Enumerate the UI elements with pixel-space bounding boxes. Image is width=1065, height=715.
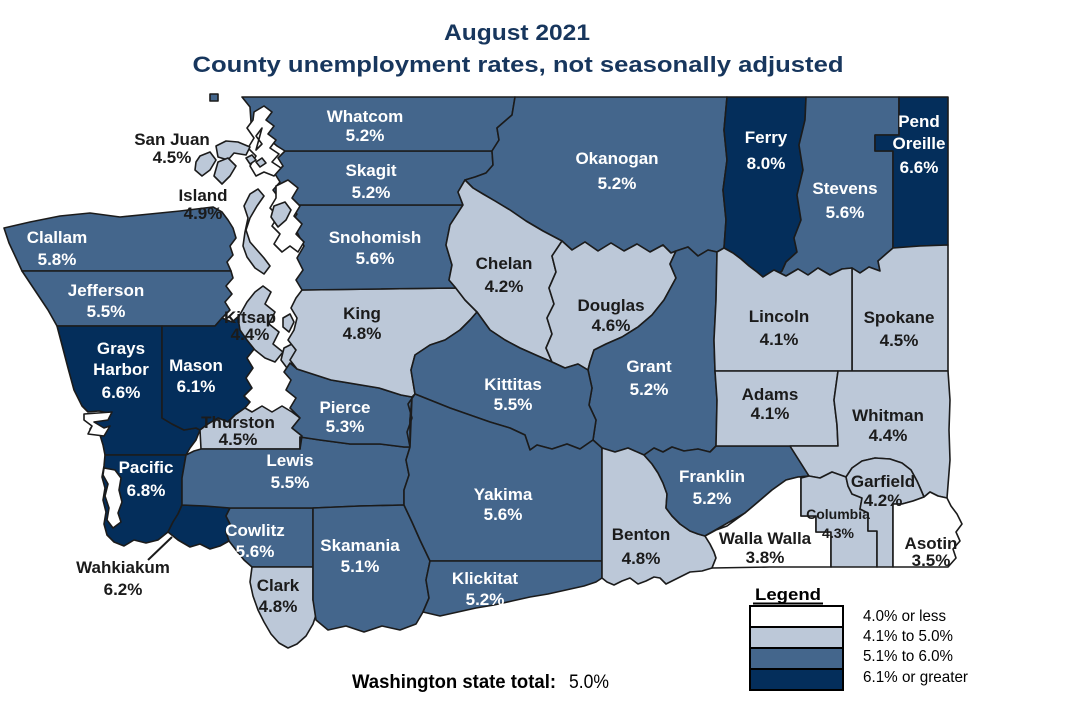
svg-text:4.5%: 4.5% <box>219 430 258 449</box>
svg-text:Legend: Legend <box>755 585 821 604</box>
svg-text:5.2%: 5.2% <box>693 489 732 508</box>
svg-text:5.2%: 5.2% <box>630 380 669 399</box>
svg-text:4.8%: 4.8% <box>622 549 661 568</box>
svg-text:8.0%: 8.0% <box>747 154 786 173</box>
svg-text:Stevens: Stevens <box>812 179 877 198</box>
svg-text:4.5%: 4.5% <box>153 148 192 167</box>
svg-text:Chelan: Chelan <box>476 254 533 273</box>
svg-text:Skamania: Skamania <box>320 536 400 555</box>
svg-text:Spokane: Spokane <box>864 308 935 327</box>
svg-text:Thurston: Thurston <box>201 413 275 432</box>
svg-text:5.1%: 5.1% <box>341 557 380 576</box>
svg-text:Pierce: Pierce <box>319 398 370 417</box>
svg-text:6.8%: 6.8% <box>127 481 166 500</box>
svg-text:Ferry: Ferry <box>745 128 788 147</box>
svg-text:4.8%: 4.8% <box>343 324 382 343</box>
svg-text:King: King <box>343 304 381 323</box>
svg-text:5.6%: 5.6% <box>484 505 523 524</box>
svg-text:3.8%: 3.8% <box>746 548 785 567</box>
svg-text:Benton: Benton <box>612 525 671 544</box>
svg-text:3.5%: 3.5% <box>912 551 951 570</box>
svg-text:Grant: Grant <box>626 357 672 376</box>
svg-text:4.4%: 4.4% <box>231 325 270 344</box>
svg-text:5.5%: 5.5% <box>87 302 126 321</box>
svg-text:Wahkiakum: Wahkiakum <box>76 558 170 577</box>
svg-text:5.6%: 5.6% <box>236 542 275 561</box>
svg-text:4.2%: 4.2% <box>485 277 524 296</box>
svg-text:5.5%: 5.5% <box>271 473 310 492</box>
svg-text:Franklin: Franklin <box>679 467 745 486</box>
svg-text:4.5%: 4.5% <box>880 331 919 350</box>
svg-text:County unemployment rates, not: County unemployment rates, not seasonall… <box>193 52 844 77</box>
svg-text:Clallam: Clallam <box>27 228 87 247</box>
svg-text:5.0%: 5.0% <box>569 672 609 693</box>
svg-text:Whitman: Whitman <box>852 406 924 425</box>
svg-text:6.2%: 6.2% <box>104 580 143 599</box>
svg-text:Columbia: Columbia <box>806 506 870 522</box>
svg-text:Pacific: Pacific <box>119 458 174 477</box>
svg-text:4.8%: 4.8% <box>259 597 298 616</box>
svg-text:Garfield: Garfield <box>851 472 915 491</box>
svg-text:5.2%: 5.2% <box>466 590 505 609</box>
svg-text:Klickitat: Klickitat <box>452 569 518 588</box>
svg-text:Kitsap: Kitsap <box>224 308 276 327</box>
svg-text:Lewis: Lewis <box>266 451 313 470</box>
svg-text:5.6%: 5.6% <box>826 203 865 222</box>
svg-text:Snohomish: Snohomish <box>329 228 422 247</box>
svg-text:Mason: Mason <box>169 356 223 375</box>
svg-text:4.1%: 4.1% <box>760 330 799 349</box>
svg-text:Grays: Grays <box>97 339 145 358</box>
svg-text:4.4%: 4.4% <box>869 426 908 445</box>
svg-text:Skagit: Skagit <box>345 161 396 180</box>
svg-text:Oreille: Oreille <box>893 134 946 153</box>
svg-text:Okanogan: Okanogan <box>575 149 658 168</box>
svg-text:4.3%: 4.3% <box>822 525 854 541</box>
svg-text:5.5%: 5.5% <box>494 395 533 414</box>
svg-text:Cowlitz: Cowlitz <box>225 521 285 540</box>
svg-text:Island: Island <box>178 186 227 205</box>
svg-text:6.6%: 6.6% <box>900 158 939 177</box>
svg-text:6.6%: 6.6% <box>102 383 141 402</box>
svg-text:Harbor: Harbor <box>93 360 149 379</box>
svg-text:Washington state total:: Washington state total: <box>352 672 556 693</box>
svg-text:Adams: Adams <box>742 385 799 404</box>
svg-text:4.6%: 4.6% <box>592 316 631 335</box>
svg-text:Asotin: Asotin <box>905 534 958 553</box>
svg-text:San Juan: San Juan <box>134 130 210 149</box>
svg-text:6.1% or greater: 6.1% or greater <box>863 669 969 686</box>
svg-text:Yakima: Yakima <box>474 485 533 504</box>
svg-text:4.0% or less: 4.0% or less <box>863 608 946 625</box>
svg-text:5.2%: 5.2% <box>346 126 385 145</box>
svg-text:5.8%: 5.8% <box>38 250 77 269</box>
svg-text:Clark: Clark <box>257 576 300 595</box>
svg-text:Walla Walla: Walla Walla <box>719 529 812 548</box>
svg-text:Pend: Pend <box>898 112 940 131</box>
svg-text:5.6%: 5.6% <box>356 249 395 268</box>
svg-text:5.3%: 5.3% <box>326 417 365 436</box>
svg-text:5.1% to 6.0%: 5.1% to 6.0% <box>863 648 953 665</box>
svg-text:August 2021: August 2021 <box>444 20 590 45</box>
svg-text:4.1%: 4.1% <box>751 404 790 423</box>
svg-text:Lincoln: Lincoln <box>749 307 809 326</box>
svg-text:Whatcom: Whatcom <box>327 107 404 126</box>
svg-text:4.2%: 4.2% <box>864 491 903 510</box>
svg-text:Jefferson: Jefferson <box>68 281 145 300</box>
svg-text:5.2%: 5.2% <box>352 183 391 202</box>
svg-text:Kittitas: Kittitas <box>484 375 542 394</box>
svg-text:4.1% to 5.0%: 4.1% to 5.0% <box>863 628 953 645</box>
svg-text:6.1%: 6.1% <box>177 377 216 396</box>
svg-text:Douglas: Douglas <box>577 296 644 315</box>
svg-text:5.2%: 5.2% <box>598 174 637 193</box>
svg-text:4.9%: 4.9% <box>184 204 223 223</box>
